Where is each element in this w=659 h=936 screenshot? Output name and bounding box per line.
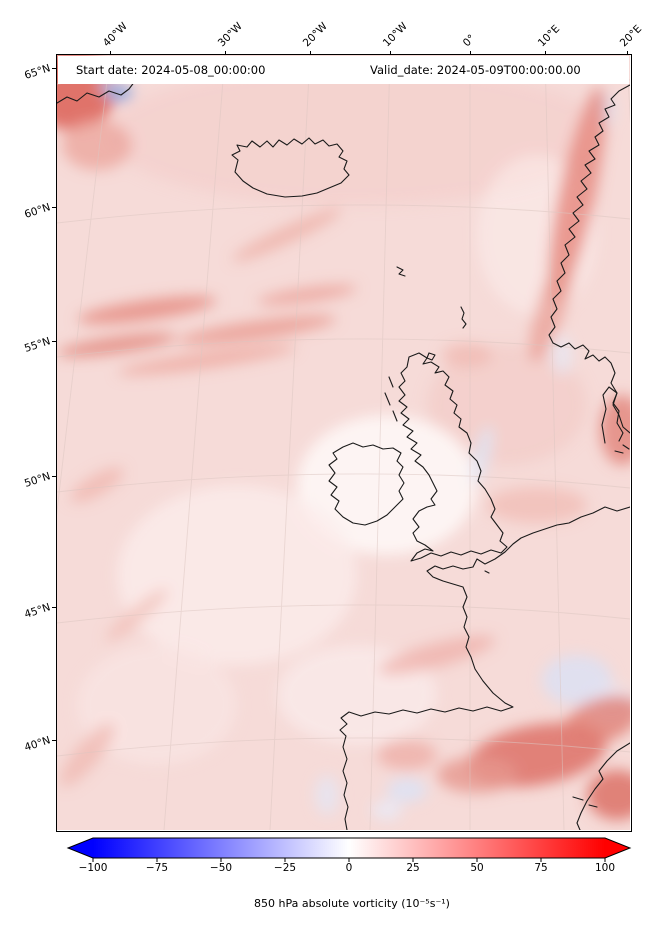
lon-tick-label: 10°E bbox=[535, 22, 563, 50]
lon-tick-label: 20°W bbox=[300, 20, 330, 50]
lon-tick-label: 30°W bbox=[215, 20, 245, 50]
colorbar-ticks bbox=[92, 858, 606, 862]
map-canvas: Start date: 2024-05-08_00:00:00 Valid_da… bbox=[57, 55, 630, 830]
start-date-label: Start date: 2024-05-08_00:00:00 bbox=[76, 63, 266, 77]
lon-tick-label: 10°W bbox=[380, 20, 410, 50]
lat-axis-tick bbox=[52, 740, 56, 741]
vorticity-field-map bbox=[57, 55, 630, 830]
colorbar-tick-label: 25 bbox=[406, 862, 420, 874]
colorbar-extend-min bbox=[68, 838, 93, 858]
lon-axis-tick bbox=[545, 51, 546, 55]
lon-tick-label: 40°W bbox=[100, 20, 130, 50]
colorbar-tick-label: 0 bbox=[345, 862, 353, 874]
lat-axis-tick bbox=[52, 607, 56, 608]
colorbar bbox=[66, 837, 632, 862]
colorbar-tick-label: 75 bbox=[534, 862, 548, 874]
lon-axis-tick bbox=[310, 51, 311, 55]
lat-axis-tick bbox=[52, 341, 56, 342]
lat-axis-tick bbox=[52, 476, 56, 477]
lon-axis-tick bbox=[470, 51, 471, 55]
lat-tick-label: 50°N bbox=[22, 470, 52, 490]
lon-axis-tick bbox=[627, 51, 628, 55]
lon-axis-tick bbox=[110, 51, 111, 55]
colorbar-tick-label: −25 bbox=[273, 862, 297, 874]
colorbar-extend-max bbox=[605, 838, 630, 858]
date-strip: Start date: 2024-05-08_00:00:00 Valid_da… bbox=[58, 56, 629, 84]
lat-tick-label: 40°N bbox=[22, 734, 52, 754]
lat-tick-label: 60°N bbox=[22, 201, 52, 221]
colorbar-tick-label: −50 bbox=[209, 862, 233, 874]
colorbar-gradient bbox=[93, 838, 605, 858]
colorbar-tick-label: 50 bbox=[470, 862, 484, 874]
lat-tick-label: 45°N bbox=[22, 601, 52, 621]
colorbar-tick-label: −100 bbox=[78, 862, 108, 874]
lat-tick-label: 55°N bbox=[22, 335, 52, 355]
lat-axis-tick bbox=[52, 68, 56, 69]
lon-axis-tick bbox=[225, 51, 226, 55]
lat-axis-tick bbox=[52, 207, 56, 208]
vorticity-shading bbox=[57, 55, 630, 820]
coastlines bbox=[57, 56, 630, 830]
colorbar-tick-label: −75 bbox=[145, 862, 169, 874]
lon-tick-label: 20°E bbox=[617, 22, 645, 50]
lon-axis-tick bbox=[390, 51, 391, 55]
valid-date-label: Valid_date: 2024-05-09T00:00:00.00 bbox=[370, 63, 581, 77]
lon-tick-label: 0° bbox=[460, 32, 478, 50]
lat-tick-label: 65°N bbox=[22, 62, 52, 82]
graticule bbox=[57, 55, 630, 830]
colorbar-tick-label: 100 bbox=[594, 862, 616, 874]
colorbar-label: 850 hPa absolute vorticity (10⁻⁵s⁻¹) bbox=[254, 897, 450, 910]
